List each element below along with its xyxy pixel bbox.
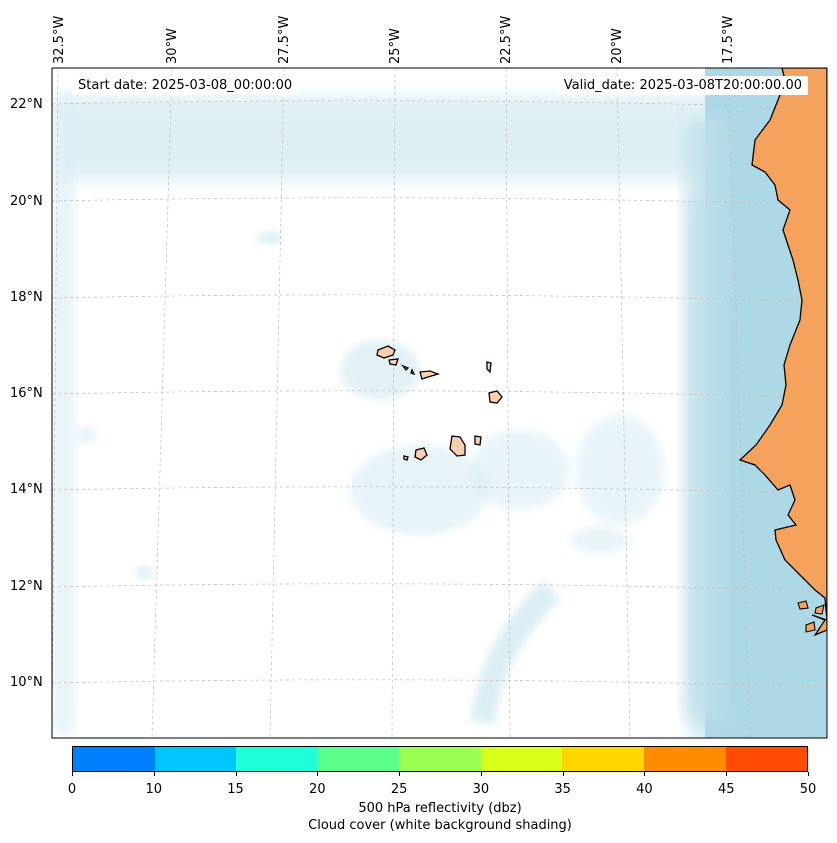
lat-label-12n: 12°N — [10, 579, 43, 594]
colorbar-segment — [725, 747, 808, 771]
colorbar-segment — [399, 747, 481, 771]
colorbar-tick-label: 20 — [309, 782, 326, 797]
colorbar-tick-label: 50 — [799, 782, 817, 797]
start-date-label: Start date: 2025-03-08_00:00:00 — [72, 76, 299, 95]
colorbar-tick-label: 0 — [67, 782, 77, 797]
colorbar-tick-mark — [808, 772, 809, 776]
lat-label-14n: 14°N — [10, 482, 43, 497]
lat-label-10n: 10°N — [10, 675, 43, 690]
colorbar-title: 500 hPa reflectivity (dbz) — [358, 801, 522, 816]
colorbar-tick-mark — [317, 772, 319, 776]
colorbar-tick-mark — [562, 772, 564, 776]
colorbar-tick-mark — [726, 772, 728, 776]
lat-label-22n: 22°N — [10, 97, 43, 112]
colorbar-tick-mark — [480, 772, 482, 776]
lat-label-16n: 16°N — [10, 386, 43, 401]
colorbar-tick-label: 30 — [472, 782, 490, 797]
colorbar-tick-label: 10 — [145, 782, 163, 797]
colorbar-tick-label: 15 — [227, 782, 244, 797]
cape-verde-islands — [376, 345, 503, 461]
colorbar-segment — [562, 747, 644, 771]
colorbar-segment — [480, 747, 563, 771]
lon-label-27-5w: 27.5°W — [277, 15, 292, 64]
colorbar-tick-mark — [644, 772, 646, 776]
valid-date-label: Valid_date: 2025-03-08T20:00:00.00 — [557, 76, 808, 95]
lon-label-22-5w: 22.5°W — [499, 15, 514, 64]
colorbar-tick-mark — [153, 772, 155, 776]
lat-label-20n: 20°N — [10, 194, 43, 209]
lon-label-25w: 25°W — [388, 28, 403, 64]
colorbar-segment — [643, 747, 726, 771]
lon-label-17-5w: 17.5°W — [721, 15, 736, 64]
lon-label-30w: 30°W — [165, 28, 180, 64]
cloud-cover-shading — [52, 68, 827, 738]
coastal-islands — [797, 600, 825, 633]
africa-landmass — [738, 68, 827, 637]
colorbar-tick-mark — [399, 772, 401, 776]
colorbar-segment — [317, 747, 400, 771]
map-frame — [51, 67, 828, 739]
lon-label-32-5w: 32.5°W — [52, 15, 67, 64]
colorbar-tick-label: 25 — [390, 782, 408, 797]
colorbar-tick-mark — [235, 772, 237, 776]
lat-label-18n: 18°N — [10, 290, 43, 305]
colorbar-subtitle: Cloud cover (white background shading) — [308, 818, 572, 833]
graticule — [52, 68, 827, 738]
colorbar-segment — [73, 747, 155, 771]
lon-label-20w: 20°W — [610, 28, 625, 64]
colorbar-tick-label: 40 — [636, 782, 653, 797]
colorbar-tick-label: 35 — [554, 782, 571, 797]
colorbar-tick-label: 45 — [717, 782, 735, 797]
reflectivity-colorbar — [72, 746, 808, 772]
colorbar-tick-mark — [72, 772, 73, 776]
colorbar-segment — [236, 747, 318, 771]
colorbar-segment — [154, 747, 237, 771]
